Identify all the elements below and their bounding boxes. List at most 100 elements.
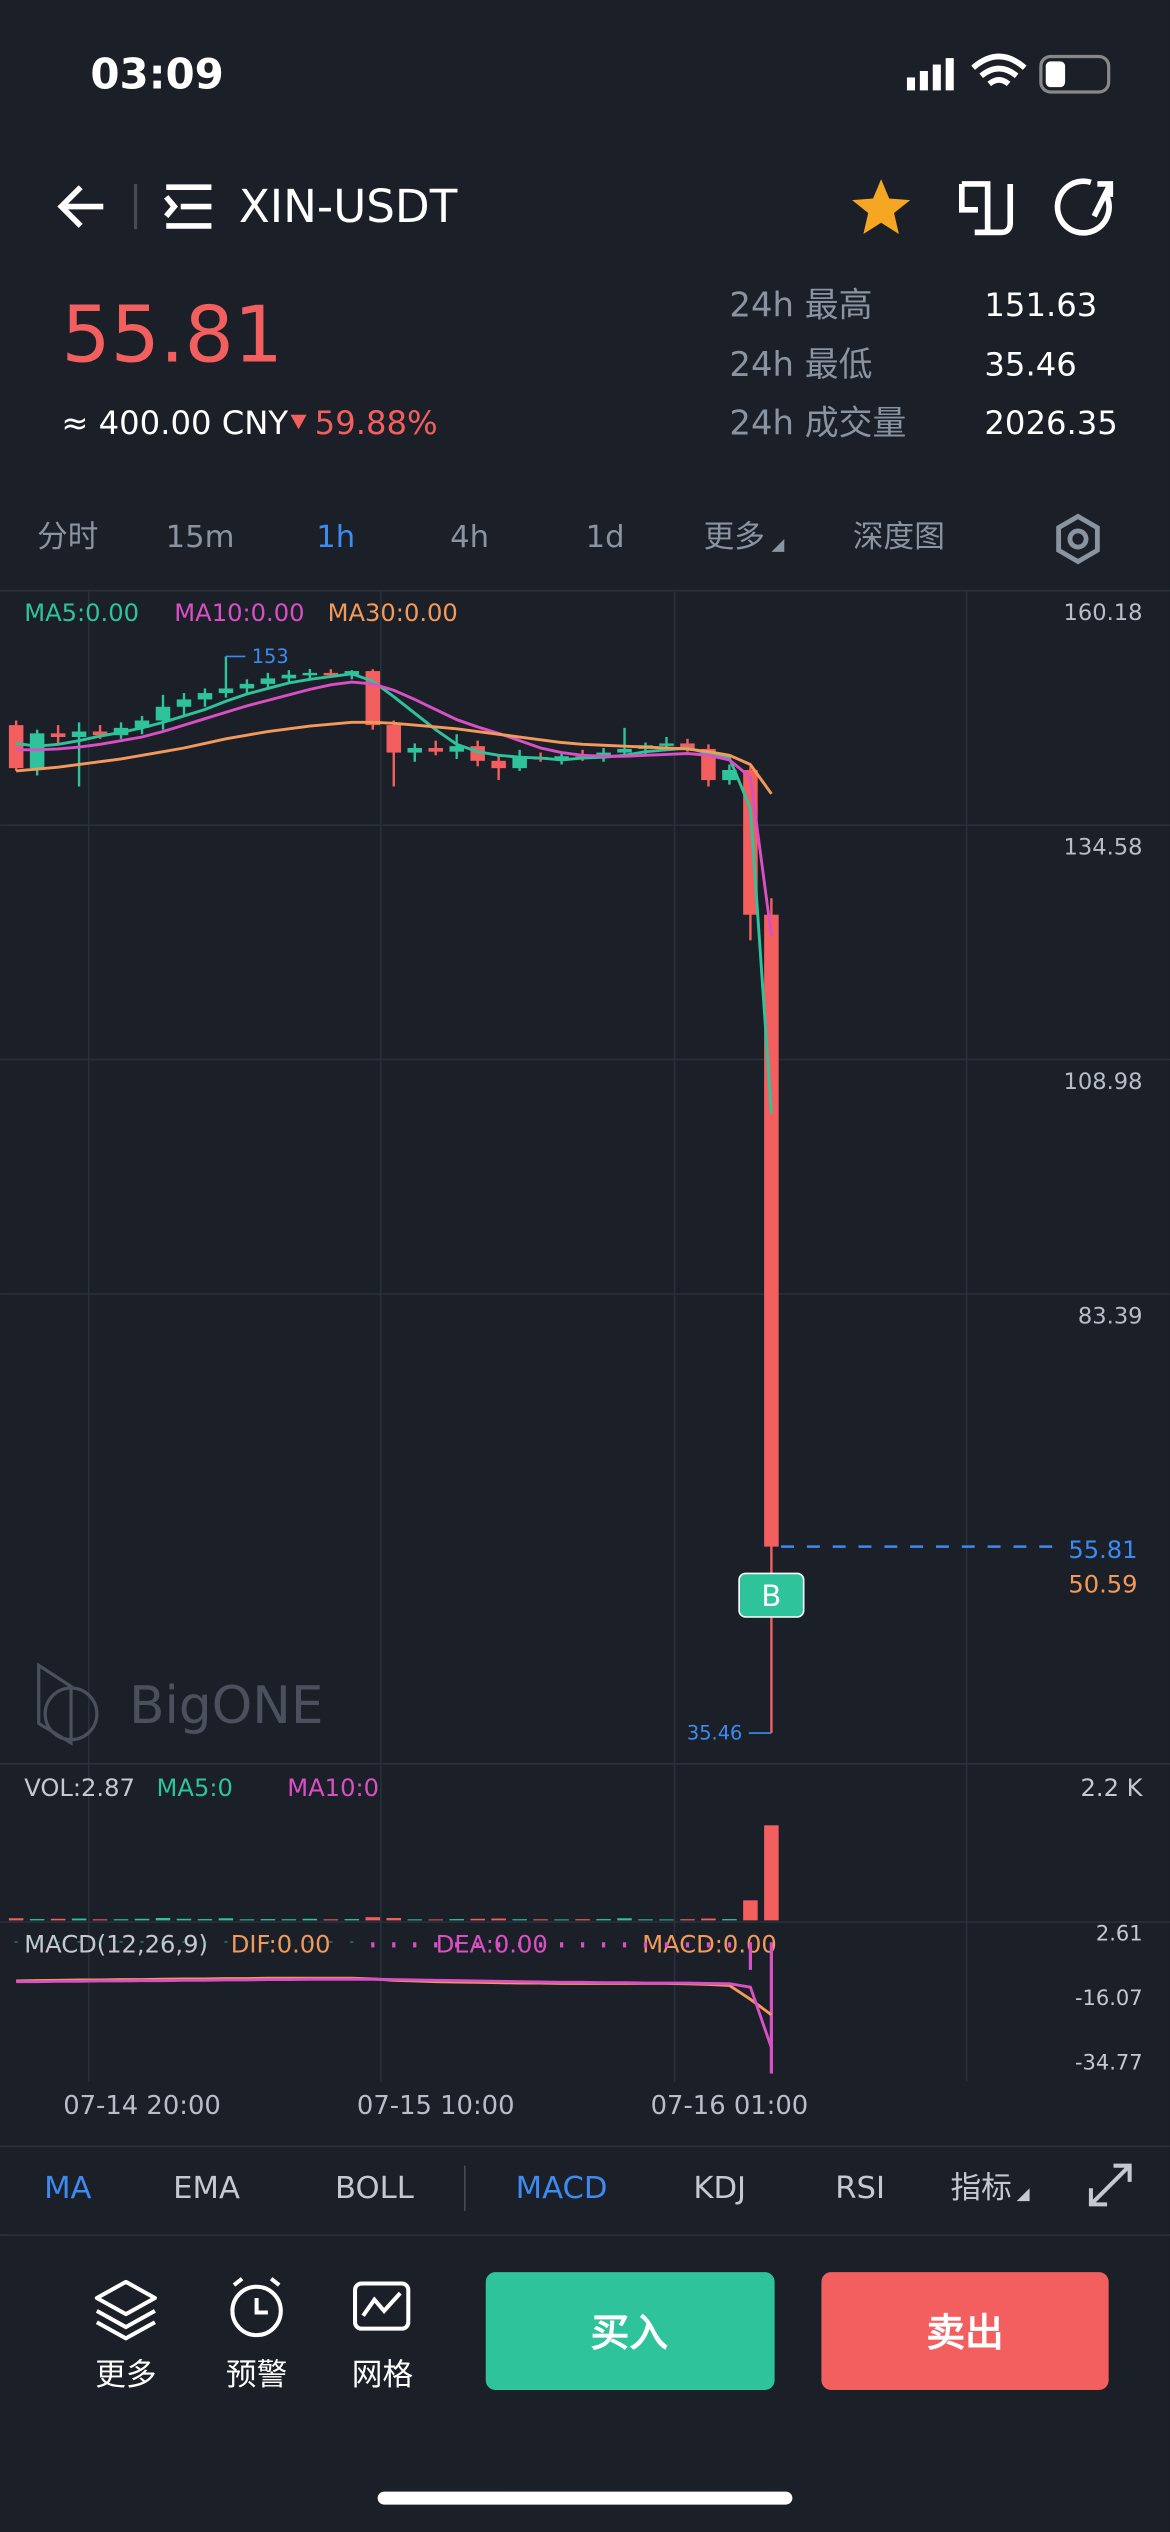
grid-tool-icon[interactable]: [353, 2281, 411, 2331]
volume-bar: [743, 1900, 758, 1921]
volume-bar: [659, 1919, 674, 1921]
volume-bar: [533, 1919, 548, 1921]
volume-bar: [92, 1919, 108, 1921]
volume-bar: [50, 1918, 66, 1921]
macd-bar: [748, 1942, 753, 1970]
indicator-tab[interactable]: 指标: [951, 2171, 1012, 2206]
sell-button[interactable]: [821, 2272, 1109, 2390]
volume-bar: [155, 1918, 171, 1921]
macd-bar: [77, 1941, 81, 1943]
back-button[interactable]: [57, 185, 104, 228]
macd-bar: [539, 1942, 543, 1948]
high-marker-label: 153: [252, 645, 289, 668]
candle-body: [239, 683, 255, 689]
volume-bar: [491, 1918, 506, 1921]
volume-bar: [113, 1919, 129, 1921]
buy-marker: [738, 1572, 805, 1618]
tool-label[interactable]: 预警: [226, 2358, 287, 2393]
alert-tool-icon[interactable]: [230, 2284, 283, 2338]
indicator-tab[interactable]: BOLL: [335, 2171, 414, 2206]
watermark-logo: [37, 1662, 99, 1746]
macd-bar: [350, 1941, 354, 1943]
volume-bar: [470, 1918, 485, 1921]
volume-bar: [575, 1919, 590, 1921]
candle-body: [323, 672, 339, 676]
ma-line: [16, 720, 773, 795]
fullscreen-button[interactable]: [1088, 2163, 1132, 2207]
interval-tab[interactable]: 1d: [586, 520, 625, 555]
change-percent: 59.88%: [315, 404, 438, 442]
interval-tab[interactable]: 深度图: [853, 520, 945, 555]
sell-label[interactable]: 卖出: [926, 2311, 1003, 2356]
macd-tick-label: -16.07: [1075, 1986, 1143, 2010]
macd-bar: [601, 1942, 606, 1948]
macd-bar: [119, 1941, 123, 1943]
layout-button[interactable]: [958, 181, 1014, 236]
macd-bar: [497, 1942, 501, 1948]
more-tool-icon[interactable]: [94, 2279, 157, 2341]
indicator-tab[interactable]: MACD: [516, 2171, 608, 2206]
indicator-tab[interactable]: MA: [44, 2171, 91, 2206]
macd-bar: [518, 1942, 522, 1948]
tool-label[interactable]: 网格: [352, 2358, 413, 2393]
legend-item: MA10:0.00: [174, 599, 304, 627]
ma-line: [16, 680, 773, 936]
macd-bar: [413, 1942, 417, 1948]
volume-bar: [8, 1918, 24, 1921]
interval-tab[interactable]: 更多: [704, 520, 765, 555]
volume-bar: [29, 1919, 45, 1921]
vol-tick-label: 2.2 K: [1081, 1774, 1144, 1802]
candle-body: [218, 688, 234, 694]
macd-bar: [643, 1942, 648, 1948]
share-button[interactable]: [1054, 178, 1114, 236]
volume-bar: [323, 1919, 339, 1921]
buy-button[interactable]: [485, 2272, 775, 2390]
indicator-tab[interactable]: EMA: [173, 2171, 240, 2206]
candle-body: [50, 733, 66, 738]
macd-bar: [56, 1941, 60, 1943]
tool-label[interactable]: 更多: [95, 2358, 156, 2393]
vol-legend: MA10:0: [287, 1774, 379, 1802]
volume-bar: [638, 1919, 653, 1921]
home-indicator: [377, 2491, 793, 2505]
interval-tab[interactable]: 1h: [316, 520, 355, 555]
volume-bar: [386, 1918, 402, 1921]
interval-tab[interactable]: 4h: [450, 520, 489, 555]
stat-label: 24h 最高: [729, 286, 872, 325]
buy-label[interactable]: 买入: [591, 2311, 669, 2356]
interval-tab[interactable]: 15m: [166, 520, 235, 555]
volume-bar: [449, 1919, 464, 1921]
alert-tool-hands: [232, 2277, 281, 2315]
volume-bar: [512, 1919, 527, 1921]
volume-bar: [176, 1918, 192, 1921]
volume-bar: [302, 1918, 318, 1921]
macd-bar: [559, 1942, 564, 1948]
macd-bar: [98, 1941, 102, 1943]
last-price: 55.81: [61, 291, 283, 381]
candle-body: [134, 720, 150, 728]
candle-body: [491, 760, 506, 769]
candle-body: [554, 756, 569, 759]
interval-tab[interactable]: 分时: [37, 520, 98, 555]
volume-bar: [218, 1918, 234, 1921]
candle-body: [659, 743, 674, 746]
macd-bar: [476, 1942, 480, 1948]
settings-button[interactable]: [1056, 513, 1100, 565]
candle-body: [176, 699, 192, 707]
last-price-label: 55.81: [1068, 1536, 1137, 1564]
vol-legend: VOL:2.87: [24, 1774, 135, 1802]
stat-value: 35.46: [984, 346, 1076, 384]
macd-tick-label: -34.77: [1075, 2050, 1143, 2074]
menu-button[interactable]: [164, 184, 212, 229]
volume-bar: [722, 1919, 737, 1921]
candle-body: [722, 769, 737, 781]
indicator-tab[interactable]: KDJ: [693, 2171, 746, 2206]
battery-icon: [1039, 54, 1111, 94]
favorite-button[interactable]: [852, 179, 911, 234]
indicator-tab[interactable]: RSI: [835, 2171, 885, 2206]
candle-body: [92, 731, 108, 736]
macd-bar: [706, 1942, 711, 1948]
volume-bar: [239, 1919, 255, 1921]
